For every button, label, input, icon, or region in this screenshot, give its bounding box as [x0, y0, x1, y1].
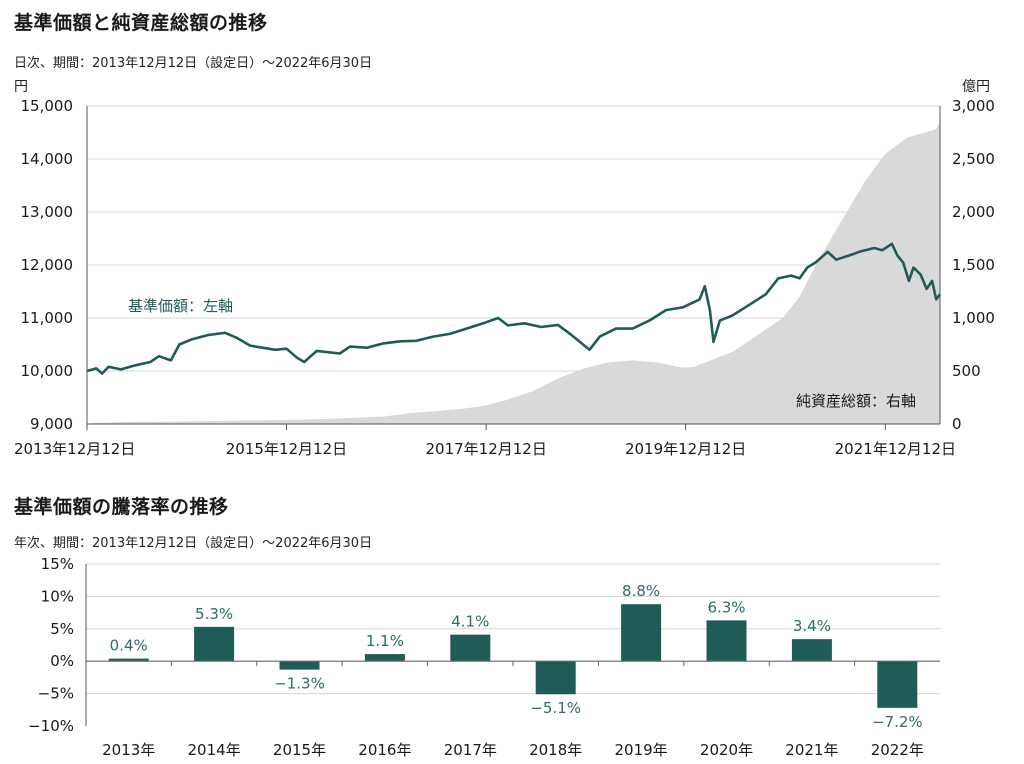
- x-tick-label: 2019年12月12日: [625, 440, 746, 458]
- right-y-tick-label: 2,000: [952, 203, 995, 221]
- bar-value-label: −1.3%: [274, 675, 325, 693]
- left-y-tick-label: 10,000: [21, 362, 74, 380]
- x-tick-label: 2021年12月12日: [835, 440, 956, 458]
- return-bar: [877, 661, 918, 708]
- left-y-tick-label: 15,000: [21, 97, 74, 115]
- category-label: 2016年: [358, 741, 411, 759]
- left-y-tick-label: 12,000: [21, 256, 74, 274]
- y-tick-label: 0%: [50, 652, 74, 670]
- net-assets-series-label: 純資産総額：右軸: [796, 392, 916, 410]
- return-bar: [279, 661, 320, 670]
- return-bar: [450, 634, 491, 662]
- right-y-tick-label: 3,000: [952, 97, 995, 115]
- y-tick-label: 5%: [50, 620, 74, 638]
- bar-value-label: 4.1%: [451, 613, 489, 631]
- left-y-tick-label: 14,000: [21, 150, 74, 168]
- return-bar: [194, 626, 235, 662]
- x-tick-label: 2015年12月12日: [226, 440, 347, 458]
- right-y-tick-label: 0: [952, 415, 962, 433]
- x-tick-label: 2017年12月12日: [425, 440, 546, 458]
- right-axis-unit: 億円: [962, 79, 990, 95]
- y-tick-label: 15%: [41, 555, 74, 573]
- return-bar: [108, 658, 149, 662]
- nav-line: [86, 242, 942, 375]
- y-tick-label: 10%: [41, 587, 74, 605]
- category-label: 2017年: [444, 741, 497, 759]
- left-y-tick-label: 9,000: [30, 415, 73, 433]
- right-y-tick-label: 2,500: [952, 150, 995, 168]
- category-label: 2013年: [102, 741, 155, 759]
- right-y-tick-label: 500: [952, 362, 981, 380]
- bar-value-label: −7.2%: [872, 713, 923, 731]
- return-bar: [791, 639, 832, 662]
- y-tick-label: −10%: [28, 717, 74, 735]
- category-label: 2019年: [615, 741, 668, 759]
- bar-value-label: 6.3%: [707, 598, 745, 616]
- category-label: 2014年: [188, 741, 241, 759]
- category-label: 2018年: [529, 741, 582, 759]
- right-y-tick-label: 1,000: [952, 309, 995, 327]
- return-bar: [535, 661, 576, 695]
- return-bar: [706, 620, 747, 662]
- category-label: 2015年: [273, 741, 326, 759]
- y-tick-label: −5%: [38, 685, 74, 703]
- nav-series-label: 基準価額：左軸: [128, 297, 233, 315]
- bar-value-label: 0.4%: [110, 637, 148, 655]
- line-chart-title: 基準価額と純資産総額の推移: [14, 12, 268, 34]
- return-bar: [364, 654, 405, 662]
- x-tick-label: 2013年12月12日: [14, 440, 135, 458]
- category-label: 2021年: [785, 741, 838, 759]
- bar-value-label: 3.4%: [793, 617, 831, 635]
- bar-chart-title: 基準価額の騰落率の推移: [14, 496, 229, 518]
- line-chart-subtitle: 日次、期間：2013年12月12日（設定日）〜2022年6月30日: [14, 56, 373, 71]
- bar-value-label: 8.8%: [622, 582, 660, 600]
- right-y-tick-label: 1,500: [952, 256, 995, 274]
- bar-value-label: 1.1%: [366, 632, 404, 650]
- bar-chart-subtitle: 年次、期間：2013年12月12日（設定日）〜2022年6月30日: [14, 536, 373, 551]
- left-axis-unit: 円: [14, 79, 28, 95]
- return-bar: [621, 604, 662, 662]
- left-y-tick-label: 11,000: [21, 309, 74, 327]
- nav-and-net-assets-chart: 9,000 0 10,000 500 11,000 1,000 12,000 1,500 13,…: [14, 97, 995, 458]
- left-y-tick-label: 13,000: [21, 203, 74, 221]
- bar-value-label: 5.3%: [195, 605, 233, 623]
- category-label: 2022年: [871, 741, 924, 759]
- net-assets-area: [87, 121, 940, 425]
- category-label: 2020年: [700, 741, 753, 759]
- bar-value-label: −5.1%: [530, 699, 581, 717]
